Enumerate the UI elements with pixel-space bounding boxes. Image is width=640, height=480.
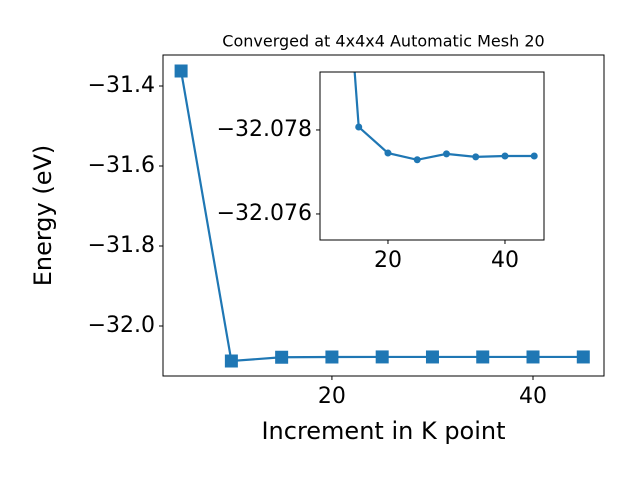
y-tick-label: −31.4 [88, 73, 155, 98]
marker [413, 156, 421, 164]
chart-title: Converged at 4x4x4 Automatic Mesh 20 [222, 32, 544, 51]
x-tick-label: 40 [491, 248, 519, 273]
marker [472, 153, 480, 161]
marker [375, 350, 389, 364]
marker [530, 152, 538, 160]
marker [526, 350, 540, 364]
marker [442, 150, 450, 158]
marker [425, 350, 439, 364]
marker [476, 350, 490, 364]
axes-frame [319, 71, 545, 241]
marker [325, 350, 339, 364]
line [353, 72, 535, 161]
marker [224, 354, 238, 368]
marker [576, 350, 590, 364]
marker [355, 123, 363, 131]
marker [174, 64, 188, 78]
series [353, 72, 538, 164]
x-tick-label: 20 [374, 248, 402, 273]
y-tick-label: −32.076 [217, 201, 312, 226]
series [174, 64, 590, 368]
marker [501, 152, 509, 160]
y-tick-label: −31.6 [88, 153, 155, 178]
x-tick-label: 40 [519, 384, 547, 409]
y-axis-label: Energy (eV) [29, 145, 57, 287]
y-tick-label: −32.0 [88, 313, 155, 338]
x-axis-label: Increment in K point [261, 417, 505, 445]
x-tick-label: 20 [318, 384, 346, 409]
y-tick-label: −32.078 [217, 117, 312, 142]
marker [275, 350, 289, 364]
marker [384, 149, 392, 157]
y-tick-label: −31.8 [88, 233, 155, 258]
axes-frame [162, 54, 605, 377]
